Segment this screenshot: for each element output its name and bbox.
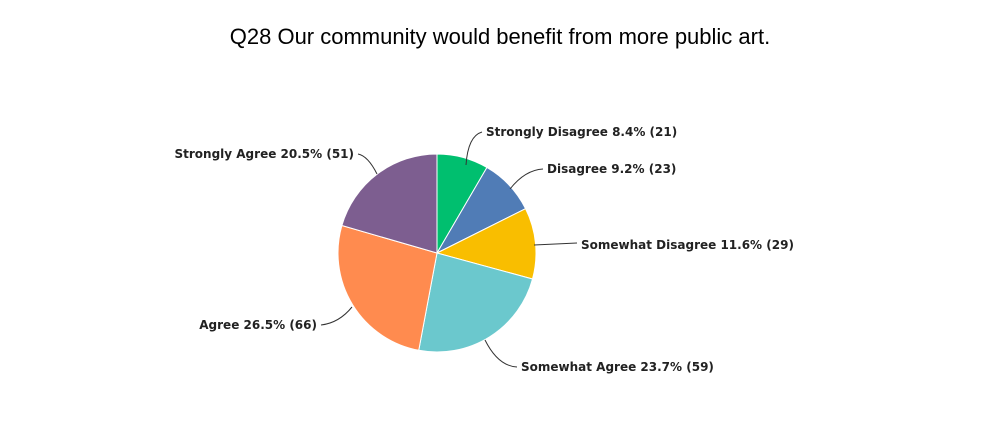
- leader-line: [357, 153, 378, 175]
- pie-slice-agree: [337, 224, 438, 351]
- pie-slice-somewhat-agree: [418, 252, 534, 353]
- leader-line: [465, 131, 483, 166]
- slice-label-somewhat-disagree: Somewhat Disagree 11.6% (29): [581, 238, 794, 252]
- pie-slice-somewhat-disagree: [435, 208, 537, 280]
- slice-labels: Strongly Disagree 8.4% (21) Disagree 9.2%…: [174, 125, 793, 374]
- pie-slice-strongly-agree: [341, 153, 438, 254]
- leader-line: [320, 306, 353, 326]
- slice-label-agree: Agree 26.5% (66): [199, 318, 317, 332]
- pie-slices: [337, 153, 537, 353]
- slice-label-somewhat-agree: Somewhat Agree 23.7% (59): [521, 360, 714, 374]
- slice-label-strongly-disagree: Strongly Disagree 8.4% (21): [486, 125, 677, 139]
- leader-line: [533, 242, 578, 246]
- leader-lines: [320, 131, 578, 368]
- slice-label-disagree: Disagree 9.2% (23): [547, 162, 676, 176]
- chart-title: Q28 Our community would benefit from mor…: [229, 24, 771, 49]
- leader-line: [484, 339, 518, 368]
- leader-line: [509, 168, 544, 190]
- slice-label-strongly-agree: Strongly Agree 20.5% (51): [174, 147, 354, 161]
